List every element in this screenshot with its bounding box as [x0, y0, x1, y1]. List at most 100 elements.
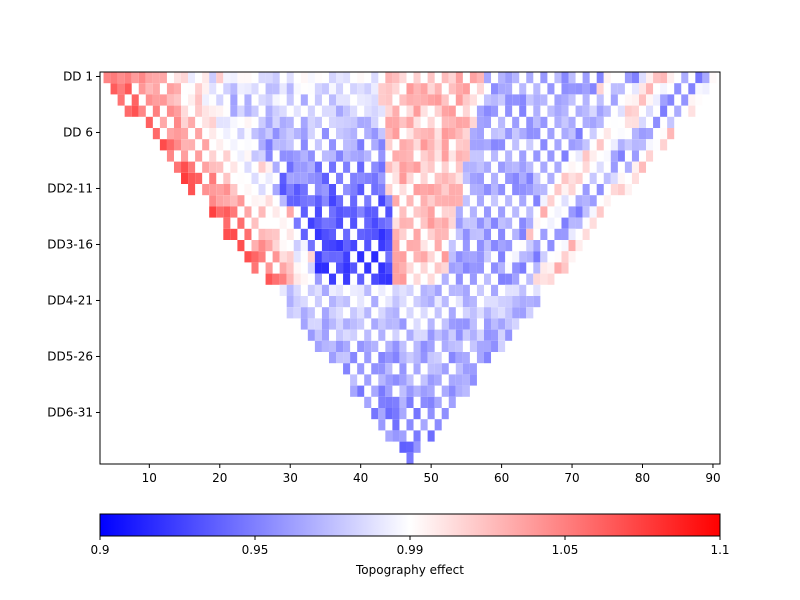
heatmap-cell: [540, 206, 548, 218]
heatmap-cell: [399, 352, 407, 364]
heatmap-cell: [265, 83, 273, 95]
heatmap-cell: [483, 116, 492, 128]
heatmap-cell: [660, 128, 668, 140]
heatmap-cell: [336, 128, 344, 140]
heatmap-cell: [385, 228, 393, 240]
heatmap-cell: [596, 139, 604, 151]
heatmap-cell: [314, 195, 322, 207]
heatmap-cell: [336, 172, 344, 184]
heatmap-cell: [244, 94, 252, 106]
heatmap-cell: [624, 139, 632, 151]
heatmap-cell: [230, 228, 238, 240]
heatmap-cell: [441, 340, 449, 352]
y-tick-label: DD 1: [63, 69, 93, 83]
heatmap-cell: [336, 116, 344, 128]
heatmap-cell: [596, 72, 604, 84]
heatmap-cell: [568, 128, 576, 140]
heatmap-cell: [427, 340, 435, 352]
heatmap-cell: [350, 83, 358, 95]
heatmap-cell: [561, 251, 569, 263]
heatmap-cell: [279, 128, 287, 140]
heatmap-cell: [392, 251, 400, 263]
heatmap-cell: [399, 184, 407, 196]
heatmap-cell: [343, 105, 351, 117]
heatmap-cell: [385, 105, 393, 117]
heatmap-cell: [448, 105, 456, 117]
heatmap-cell: [483, 307, 492, 319]
heatmap-cell: [441, 105, 449, 117]
heatmap-cell: [392, 83, 400, 95]
heatmap-cell: [561, 228, 569, 240]
heatmap-cell: [258, 116, 266, 128]
heatmap-cell: [554, 161, 562, 173]
heatmap-cell: [505, 94, 513, 106]
heatmap-cell: [434, 217, 442, 229]
heatmap-cell: [533, 240, 541, 252]
heatmap-cell: [378, 240, 386, 252]
heatmap-cell: [230, 83, 238, 95]
heatmap-cell: [166, 128, 174, 140]
heatmap-cell: [617, 139, 625, 151]
heatmap-cell: [244, 128, 252, 140]
heatmap-cell: [237, 195, 245, 207]
heatmap-cell: [427, 296, 435, 308]
heatmap-cell: [540, 195, 548, 207]
heatmap-cell: [554, 105, 562, 117]
heatmap-cell: [364, 94, 372, 106]
heatmap-cell: [399, 396, 407, 408]
heatmap-cell: [448, 116, 456, 128]
heatmap-cell: [279, 240, 287, 252]
heatmap-cell: [469, 251, 477, 263]
heatmap-cell: [357, 284, 365, 296]
heatmap-cell: [561, 72, 569, 84]
heatmap-cell: [314, 318, 322, 330]
heatmap-cell: [688, 83, 696, 95]
heatmap-cell: [230, 161, 238, 173]
heatmap-cell: [540, 228, 548, 240]
colorbar-ticks: 0.9 0.95 0.99 1.05 1.1: [90, 536, 730, 557]
heatmap-cell: [307, 161, 315, 173]
heatmap-cell: [420, 307, 428, 319]
heatmap-cell: [406, 150, 414, 162]
heatmap-cell: [610, 94, 618, 106]
heatmap-cell: [321, 251, 329, 263]
heatmap-cell: [462, 262, 470, 274]
heatmap-cell: [420, 262, 428, 274]
heatmap-cell: [568, 228, 576, 240]
heatmap-cell: [554, 184, 562, 196]
heatmap-cell: [462, 161, 470, 173]
heatmap-cell: [420, 161, 428, 173]
heatmap-cell: [491, 139, 499, 151]
heatmap-cell: [491, 184, 499, 196]
heatmap-cell: [371, 172, 379, 184]
heatmap-cell: [427, 161, 435, 173]
heatmap-cell: [300, 240, 308, 252]
heatmap-cell: [660, 83, 668, 95]
heatmap-cell: [230, 195, 238, 207]
heatmap-cell: [469, 128, 477, 140]
heatmap-cell: [455, 273, 463, 285]
heatmap-cell: [314, 296, 322, 308]
heatmap-cell: [674, 83, 682, 95]
heatmap-cell: [251, 150, 259, 162]
heatmap-cell: [350, 105, 358, 117]
heatmap-cell: [237, 105, 245, 117]
heatmap-cell: [152, 72, 160, 84]
heatmap-cell: [455, 217, 463, 229]
heatmap-cell: [328, 340, 337, 352]
heatmap-cell: [336, 150, 344, 162]
heatmap-cell: [420, 396, 428, 408]
heatmap-cell: [181, 105, 189, 117]
heatmap-cell: [420, 83, 428, 95]
heatmap-cell: [469, 217, 477, 229]
heatmap-cell: [392, 352, 400, 364]
heatmap-cell: [434, 139, 442, 151]
heatmap-cell: [462, 150, 470, 162]
heatmap-cell: [300, 150, 308, 162]
heatmap-cell: [434, 240, 442, 252]
y-tick-label: DD2-11: [47, 181, 93, 195]
heatmap-cell: [653, 116, 661, 128]
heatmap-cell: [505, 128, 513, 140]
heatmap-cell: [406, 195, 414, 207]
heatmap-cell: [469, 206, 477, 218]
